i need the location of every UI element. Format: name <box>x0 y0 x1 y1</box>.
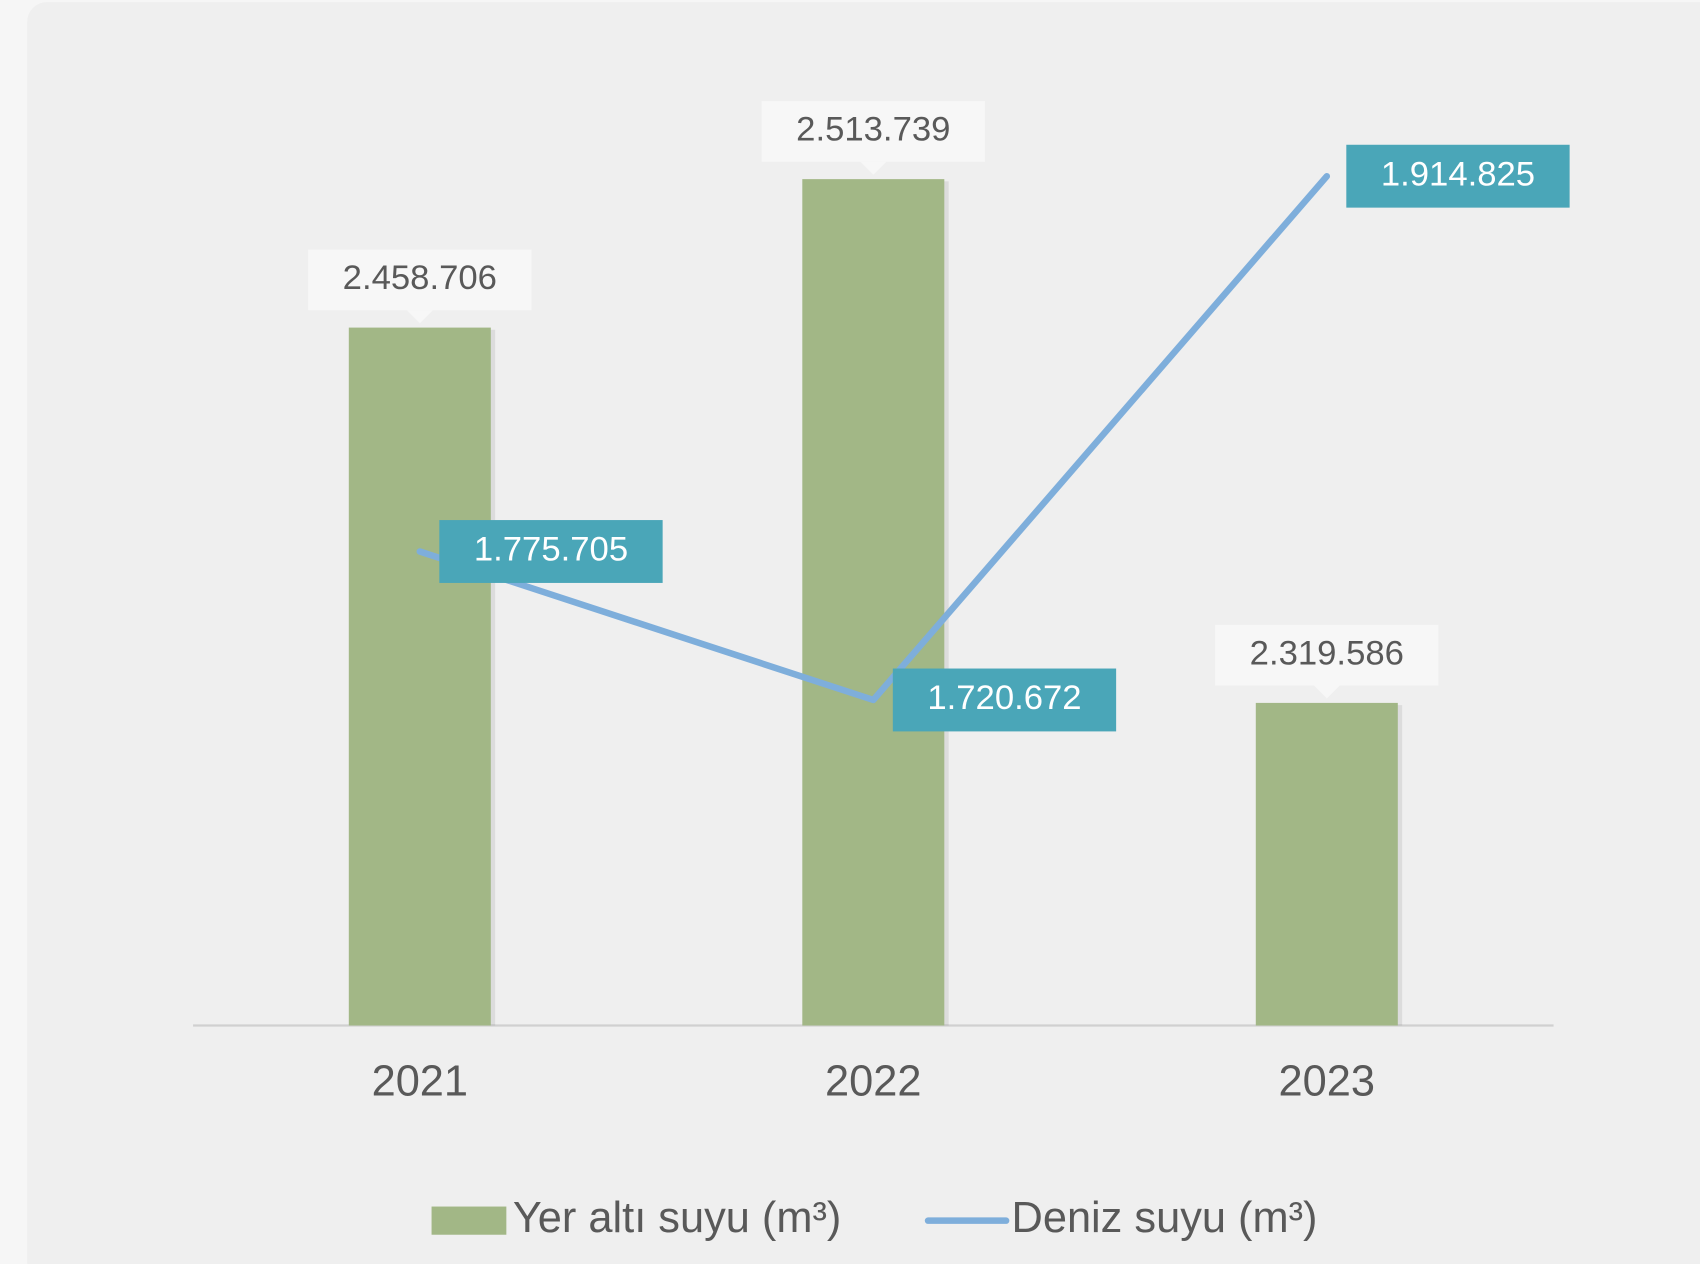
x-tick-label: 2023 <box>1279 1058 1375 1106</box>
data-label-box <box>439 520 663 583</box>
bar <box>348 327 491 1026</box>
data-label: 1.775.705 <box>474 531 628 569</box>
data-label: 2.513.739 <box>796 111 950 149</box>
data-label: 2.458.706 <box>343 259 497 297</box>
data-label-box <box>761 101 985 162</box>
data-label: 1.720.672 <box>927 679 1081 717</box>
data-label-pointer <box>1313 685 1340 699</box>
data-label-box <box>1346 144 1570 208</box>
data-label-box <box>308 249 532 311</box>
legend-label: Deniz suyu (m³) <box>1012 1194 1318 1242</box>
legend-swatch <box>431 1206 507 1235</box>
x-tick-label: 2022 <box>825 1058 921 1106</box>
x-tick-label: 2021 <box>372 1058 468 1106</box>
legend-label: Yer altı suyu (m³) <box>513 1194 842 1242</box>
bar <box>802 179 945 1026</box>
data-label: 1.914.825 <box>1381 155 1535 193</box>
data-label-pointer <box>406 310 433 324</box>
data-label-box <box>1215 624 1439 686</box>
bar <box>1255 702 1398 1026</box>
line <box>416 172 1331 704</box>
data-label-pointer <box>860 161 887 175</box>
data-label-box <box>892 668 1117 732</box>
data-label: 2.319.586 <box>1250 634 1404 672</box>
